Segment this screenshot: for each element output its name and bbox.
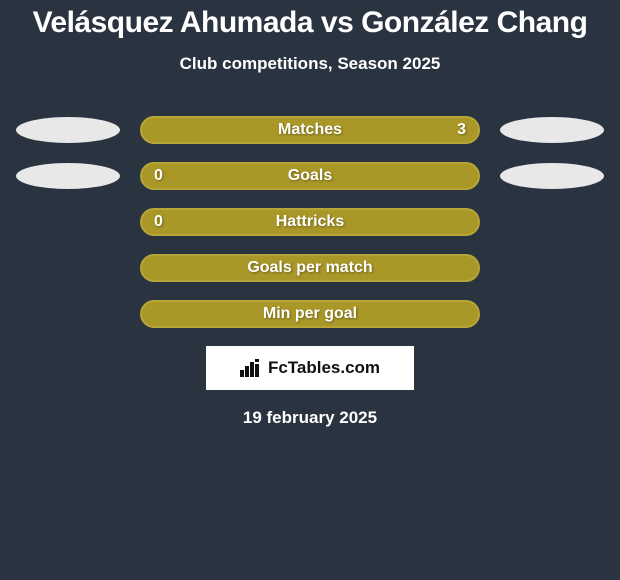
stat-label: Matches bbox=[142, 121, 478, 139]
stat-label: Goals per match bbox=[142, 259, 478, 277]
stat-bar: Min per goal bbox=[140, 300, 480, 328]
logo-text: FcTables.com bbox=[268, 358, 380, 378]
page-subtitle: Club competitions, Season 2025 bbox=[0, 54, 620, 74]
stat-row: Matches3 bbox=[0, 116, 620, 144]
stat-bar: 0Goals bbox=[140, 162, 480, 190]
stat-value-right: 3 bbox=[457, 121, 466, 139]
date-text: 19 february 2025 bbox=[0, 408, 620, 428]
stat-value-left: 0 bbox=[154, 167, 163, 185]
stat-value-left: 0 bbox=[154, 213, 163, 231]
source-logo: FcTables.com bbox=[206, 346, 414, 390]
stat-row: Min per goal bbox=[0, 300, 620, 328]
stat-row: 0Goals bbox=[0, 162, 620, 190]
stat-label: Hattricks bbox=[142, 213, 478, 231]
stat-label: Min per goal bbox=[142, 305, 478, 323]
stat-row: Goals per match bbox=[0, 254, 620, 282]
page-title: Velásquez Ahumada vs González Chang bbox=[0, 0, 620, 40]
player-left-marker bbox=[16, 163, 120, 189]
chart-icon bbox=[240, 359, 262, 377]
stat-bar: Matches3 bbox=[140, 116, 480, 144]
stat-row: 0Hattricks bbox=[0, 208, 620, 236]
stat-bar: Goals per match bbox=[140, 254, 480, 282]
player-right-marker bbox=[500, 163, 604, 189]
stats-rows: Matches30Goals0HattricksGoals per matchM… bbox=[0, 116, 620, 328]
player-right-marker bbox=[500, 117, 604, 143]
stat-label: Goals bbox=[142, 167, 478, 185]
stat-bar: 0Hattricks bbox=[140, 208, 480, 236]
player-left-marker bbox=[16, 117, 120, 143]
